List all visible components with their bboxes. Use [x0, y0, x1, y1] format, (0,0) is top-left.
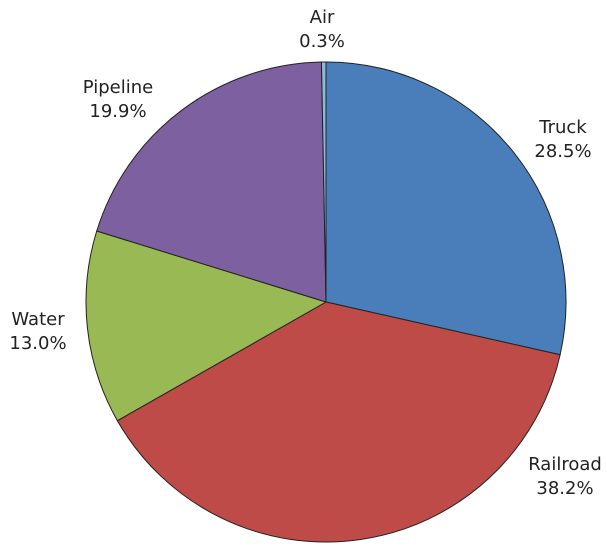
- slice-label: Air: [310, 7, 335, 28]
- slice-value-label: 13.0%: [9, 333, 66, 354]
- pie-slice: [325, 61, 567, 356]
- slice-label: Railroad: [528, 454, 602, 475]
- pie-slice: [96, 61, 327, 303]
- pie-slice: [320, 61, 327, 303]
- pie-slice: [116, 301, 561, 543]
- slice-label: Pipeline: [83, 77, 153, 98]
- slice-value-label: 28.5%: [534, 141, 591, 162]
- slice-value-label: 0.3%: [299, 31, 345, 52]
- slice-label: Truck: [538, 117, 587, 138]
- slice-label: Water: [11, 309, 65, 330]
- slice-value-label: 38.2%: [536, 478, 593, 499]
- pie-slice: [85, 230, 328, 422]
- slice-value-label: 19.9%: [89, 101, 146, 122]
